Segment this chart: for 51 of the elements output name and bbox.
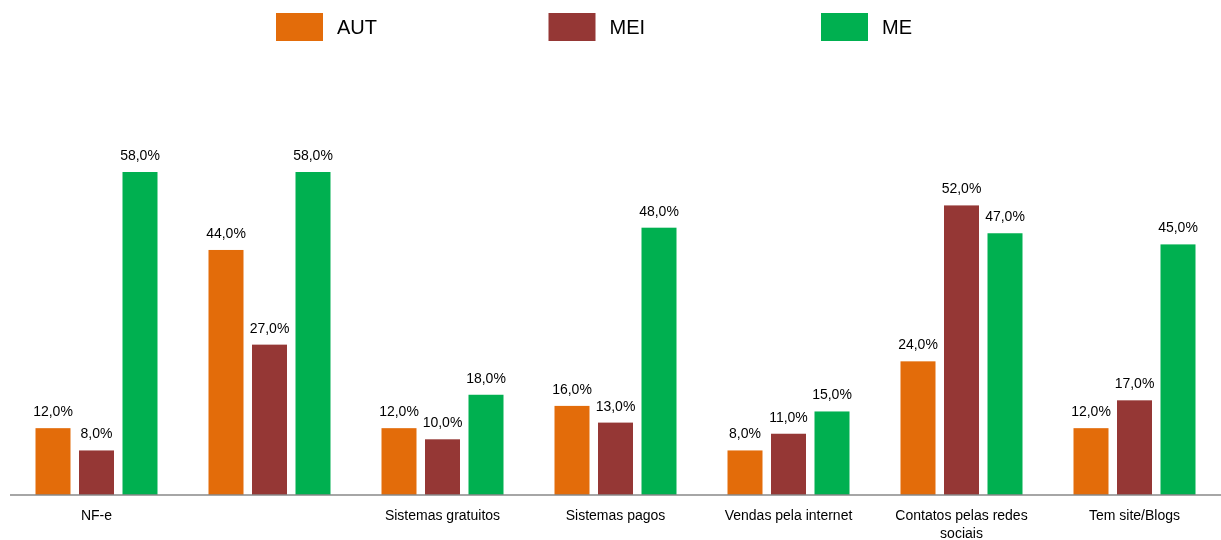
bar [814, 411, 850, 495]
data-label: 12,0% [33, 403, 73, 420]
x-tick-label: Contatos pelas redes sociais [895, 507, 1028, 540]
data-label: 13,0% [595, 397, 636, 414]
data-label: 16,0% [552, 380, 592, 397]
data-label: 52,0% [941, 180, 982, 197]
data-label: 47,0% [985, 208, 1025, 225]
x-tick-label: Vendas pela internet [724, 507, 853, 523]
bar [295, 172, 331, 495]
bar [122, 172, 158, 495]
data-label: 45,0% [1158, 219, 1198, 236]
x-tick-label: Sistemas pagos [565, 507, 666, 523]
data-label: 12,0% [1071, 403, 1111, 420]
bar [987, 233, 1023, 495]
bar [554, 405, 590, 495]
data-label: 44,0% [206, 224, 246, 241]
legend-label: AUT [337, 16, 377, 38]
data-label: 17,0% [1114, 375, 1155, 392]
bar [1117, 400, 1152, 495]
data-label: 10,0% [422, 414, 463, 431]
data-label: 58,0% [120, 147, 160, 163]
x-tick-label: Sistemas gratuitos [384, 507, 501, 523]
legend-label: MEI [609, 16, 646, 38]
bar [1160, 244, 1196, 495]
data-label: 48,0% [639, 202, 679, 219]
bar [35, 428, 71, 495]
x-tick-label: Tem site/Blogs [1088, 507, 1181, 523]
bar [252, 344, 287, 495]
data-label: 18,0% [466, 369, 506, 386]
bar [944, 205, 979, 495]
bar [381, 428, 417, 495]
bar [425, 439, 460, 495]
data-label: 24,0% [898, 336, 938, 353]
bar [771, 433, 806, 495]
bar [208, 249, 244, 495]
bar [79, 450, 114, 495]
data-label: 11,0% [769, 408, 808, 425]
bar [598, 422, 633, 495]
bar [900, 361, 936, 495]
bar [727, 450, 763, 495]
bar [468, 394, 504, 495]
bar [641, 227, 677, 495]
data-label: 8,0% [80, 425, 113, 442]
x-tick-label: NF-e [80, 507, 113, 523]
data-label: 15,0% [812, 386, 852, 403]
data-label: 58,0% [293, 147, 333, 163]
bar [1073, 428, 1109, 495]
legend-label: ME [882, 16, 912, 38]
data-label: 27,0% [249, 319, 290, 336]
data-label: 12,0% [379, 403, 419, 420]
data-label: 8,0% [729, 425, 761, 442]
